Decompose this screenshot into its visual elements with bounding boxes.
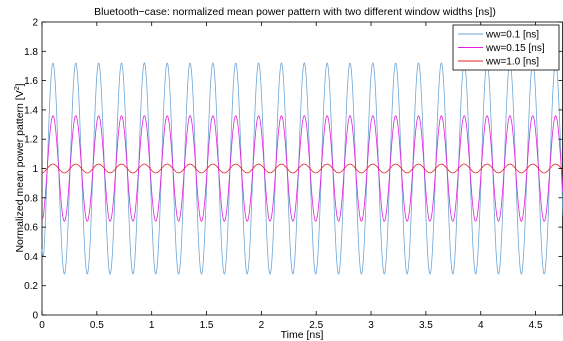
series-line-1 xyxy=(41,62,563,275)
legend: ww=0.1 [ns] ww=0.15 [ns] ww=1.0 [ns] xyxy=(452,24,560,71)
y-axis-label-main: Normalized mean power pattern [V xyxy=(14,90,26,252)
y-axis-label-tail: ] xyxy=(14,83,26,86)
y-tick-label: 0.2 xyxy=(24,281,38,292)
plot-area xyxy=(41,21,563,316)
x-tick-label: 4 xyxy=(478,320,484,331)
x-axis: 0 0.5 1 1.5 2 2.5 3 3.5 4 4.5 xyxy=(39,22,543,331)
legend-label-3: ww=1.0 [ns] xyxy=(485,57,539,68)
x-tick-label: 1.5 xyxy=(200,320,214,331)
x-tick-label: 3 xyxy=(368,320,374,331)
y-tick-label: 1.4 xyxy=(24,105,38,116)
chart-title: Bluetooth−case: normalized mean power pa… xyxy=(94,6,496,18)
y-tick-label: 0.6 xyxy=(24,223,38,234)
y-tick-label: 1.8 xyxy=(24,47,38,58)
x-axis-label: Time [ns] xyxy=(281,329,324,341)
y-tick-label: 1.6 xyxy=(24,76,38,87)
series-line-2 xyxy=(41,115,563,222)
y-tick-label: 0.8 xyxy=(24,193,38,204)
x-tick-label: 0.5 xyxy=(90,320,104,331)
legend-label-2: ww=0.15 [ns] xyxy=(485,43,545,54)
y-tick-label: 0.4 xyxy=(24,252,38,263)
x-tick-label: 0 xyxy=(39,320,45,331)
y-axis: 0 0.2 0.4 0.6 0.8 1 1.2 1.4 1.6 1.8 2 xyxy=(24,18,563,322)
y-tick-label: 2 xyxy=(32,18,38,29)
x-tick-label: 2.5 xyxy=(309,320,323,331)
y-axis-label: Normalized mean power pattern [V2] xyxy=(14,83,26,252)
legend-label-1: ww=0.1 [ns] xyxy=(485,30,539,41)
plot-frame xyxy=(41,21,563,316)
y-tick-label: 1 xyxy=(32,164,38,175)
y-axis-label-superscript: 2 xyxy=(14,86,21,90)
x-tick-label: 2 xyxy=(259,320,265,331)
x-tick-label: 1 xyxy=(149,320,155,331)
x-tick-label: 3.5 xyxy=(419,320,433,331)
x-tick-label: 4.5 xyxy=(529,320,543,331)
y-tick-label: 0 xyxy=(32,311,38,322)
series-line-3 xyxy=(41,163,563,174)
y-tick-label: 1.2 xyxy=(24,135,38,146)
